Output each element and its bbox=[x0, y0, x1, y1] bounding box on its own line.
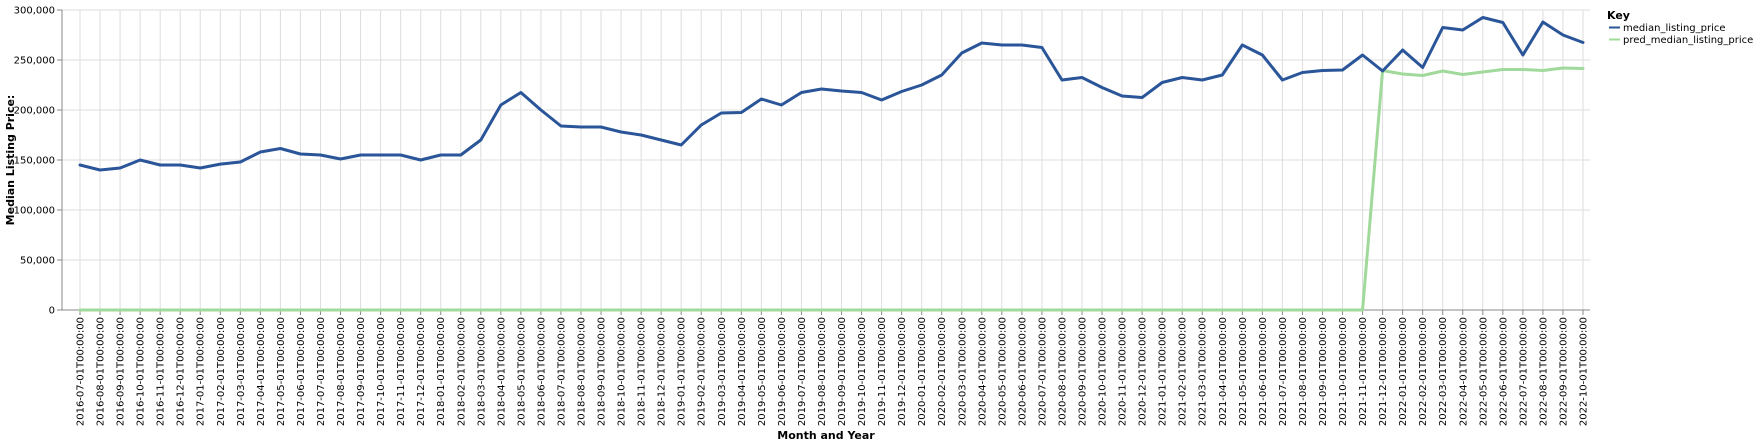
x-tick-label: 2019-02-01T00:00:00 bbox=[697, 317, 708, 426]
x-tick-label: 2016-12-01T00:00:00 bbox=[176, 317, 187, 426]
x-tick-label: 2021-10-01T00:00:00 bbox=[1338, 317, 1349, 426]
x-tick-label: 2021-01-01T00:00:00 bbox=[1158, 317, 1169, 426]
x-tick-label: 2020-09-01T00:00:00 bbox=[1078, 317, 1089, 426]
x-tick-label: 2020-03-01T00:00:00 bbox=[957, 317, 968, 426]
x-tick-label: 2018-04-01T00:00:00 bbox=[496, 317, 507, 426]
x-tick-label: 2016-07-01T00:00:00 bbox=[76, 317, 87, 426]
x-tick-label: 2022-10-01T00:00:00 bbox=[1579, 317, 1590, 426]
x-tick-label: 2022-06-01T00:00:00 bbox=[1498, 317, 1509, 426]
x-tick-label: 2021-03-01T00:00:00 bbox=[1198, 317, 1209, 426]
x-tick-label: 2022-02-01T00:00:00 bbox=[1418, 317, 1429, 426]
x-tick-label: 2017-10-01T00:00:00 bbox=[376, 317, 387, 426]
x-tick-label: 2019-03-01T00:00:00 bbox=[717, 317, 728, 426]
y-tick-label: 100,000 bbox=[14, 206, 55, 217]
x-tick-label: 2021-02-01T00:00:00 bbox=[1178, 317, 1189, 426]
x-tick-label: 2016-10-01T00:00:00 bbox=[136, 317, 147, 426]
legend: Key median_listing_pricepred_median_list… bbox=[1607, 9, 1753, 46]
x-tick-label: 2017-04-01T00:00:00 bbox=[256, 317, 267, 426]
x-tick-label: 2017-06-01T00:00:00 bbox=[296, 317, 307, 426]
x-tick-label: 2020-02-01T00:00:00 bbox=[937, 317, 948, 426]
x-tick-label: 2021-12-01T00:00:00 bbox=[1378, 317, 1389, 426]
x-tick-label: 2018-05-01T00:00:00 bbox=[516, 317, 527, 426]
x-tick-label: 2021-11-01T00:00:00 bbox=[1358, 317, 1369, 426]
x-tick-label: 2018-11-01T00:00:00 bbox=[637, 317, 648, 426]
x-tick-label: 2021-05-01T00:00:00 bbox=[1238, 317, 1249, 426]
x-tick-label: 2019-08-01T00:00:00 bbox=[817, 317, 828, 426]
x-tick-label: 2017-03-01T00:00:00 bbox=[236, 317, 247, 426]
x-tick-label: 2020-07-01T00:00:00 bbox=[1037, 317, 1048, 426]
x-tick-label: 2020-10-01T00:00:00 bbox=[1098, 317, 1109, 426]
x-tick-label: 2017-07-01T00:00:00 bbox=[316, 317, 327, 426]
x-tick-label: 2022-09-01T00:00:00 bbox=[1558, 317, 1569, 426]
x-tick-label: 2020-05-01T00:00:00 bbox=[997, 317, 1008, 426]
series-line-median_listing_price bbox=[78, 16, 1585, 172]
x-tick-label: 2018-12-01T00:00:00 bbox=[657, 317, 668, 426]
x-tick-label: 2019-09-01T00:00:00 bbox=[837, 317, 848, 426]
x-tick-label: 2019-04-01T00:00:00 bbox=[737, 317, 748, 426]
x-tick-label: 2018-10-01T00:00:00 bbox=[617, 317, 628, 426]
x-axis-title: Month and Year bbox=[777, 429, 875, 442]
x-tick-label: 2019-11-01T00:00:00 bbox=[877, 317, 888, 426]
y-axis-title: Median Listing Price: bbox=[4, 95, 17, 226]
y-tick-label: 200,000 bbox=[14, 106, 55, 117]
x-tick-label: 2018-07-01T00:00:00 bbox=[556, 317, 567, 426]
x-tick-label: 2019-05-01T00:00:00 bbox=[757, 317, 768, 426]
x-tick-label: 2016-09-01T00:00:00 bbox=[116, 317, 127, 426]
y-tick-label: 250,000 bbox=[14, 56, 55, 67]
x-tick-label: 2022-07-01T00:00:00 bbox=[1518, 317, 1529, 426]
x-tick-label: 2020-08-01T00:00:00 bbox=[1057, 317, 1068, 426]
x-tick-label: 2021-07-01T00:00:00 bbox=[1278, 317, 1289, 426]
x-tick-label: 2018-09-01T00:00:00 bbox=[597, 317, 608, 426]
x-tick-label: 2020-01-01T00:00:00 bbox=[917, 317, 928, 426]
legend-items: median_listing_pricepred_median_listing_… bbox=[1609, 23, 1753, 46]
series-lines bbox=[78, 16, 1585, 312]
x-tick-label: 2021-08-01T00:00:00 bbox=[1298, 317, 1309, 426]
x-tick-label: 2021-04-01T00:00:00 bbox=[1218, 317, 1229, 426]
y-tick-label: 0 bbox=[49, 306, 55, 317]
legend-label: median_listing_price bbox=[1623, 23, 1726, 34]
legend-title: Key bbox=[1607, 9, 1630, 22]
x-tick-label: 2021-09-01T00:00:00 bbox=[1318, 317, 1329, 426]
x-tick-label: 2021-06-01T00:00:00 bbox=[1258, 317, 1269, 426]
x-tick-label: 2018-03-01T00:00:00 bbox=[476, 317, 487, 426]
x-tick-label: 2019-07-01T00:00:00 bbox=[797, 317, 808, 426]
x-tick-label: 2020-04-01T00:00:00 bbox=[977, 317, 988, 426]
x-tick-label: 2016-11-01T00:00:00 bbox=[156, 317, 167, 426]
gridlines bbox=[62, 9, 1590, 311]
x-tick-label: 2022-08-01T00:00:00 bbox=[1538, 317, 1549, 426]
x-tick-label: 2022-04-01T00:00:00 bbox=[1458, 317, 1469, 426]
x-tick-label: 2020-11-01T00:00:00 bbox=[1118, 317, 1129, 426]
x-tick-label: 2017-08-01T00:00:00 bbox=[336, 317, 347, 426]
axes: 0 50,000 100,000 150,000 200,000 250,000 300,0… bbox=[14, 6, 1590, 426]
x-tick-label: 2017-05-01T00:00:00 bbox=[276, 317, 287, 426]
x-tick-label: 2017-01-01T00:00:00 bbox=[196, 317, 207, 426]
x-tick-label: 2020-12-01T00:00:00 bbox=[1138, 317, 1149, 426]
x-tick-label: 2019-10-01T00:00:00 bbox=[857, 317, 868, 426]
x-tick-label: 2017-12-01T00:00:00 bbox=[416, 317, 427, 426]
x-tick-label: 2020-06-01T00:00:00 bbox=[1017, 317, 1028, 426]
x-tick-label: 2019-06-01T00:00:00 bbox=[777, 317, 788, 426]
y-tick-label: 150,000 bbox=[14, 156, 55, 167]
y-tick-label: 300,000 bbox=[14, 6, 55, 17]
x-tick-label: 2019-12-01T00:00:00 bbox=[897, 317, 908, 426]
x-tick-label: 2019-01-01T00:00:00 bbox=[677, 317, 688, 426]
series-line-pred_median_listing_price bbox=[78, 66, 1585, 312]
legend-label: pred_median_listing_price bbox=[1623, 35, 1753, 46]
x-tick-label: 2018-01-01T00:00:00 bbox=[436, 317, 447, 426]
x-tick-label: 2017-02-01T00:00:00 bbox=[216, 317, 227, 426]
x-tick-label: 2018-06-01T00:00:00 bbox=[536, 317, 547, 426]
x-tick-label: 2016-08-01T00:00:00 bbox=[96, 317, 107, 426]
x-tick-label: 2018-02-01T00:00:00 bbox=[456, 317, 467, 426]
x-tick-label: 2022-03-01T00:00:00 bbox=[1438, 317, 1449, 426]
x-tick-label: 2018-08-01T00:00:00 bbox=[577, 317, 588, 426]
x-tick-label: 2022-01-01T00:00:00 bbox=[1398, 317, 1409, 426]
y-tick-label: 50,000 bbox=[20, 256, 55, 267]
x-tick-label: 2022-05-01T00:00:00 bbox=[1478, 317, 1489, 426]
x-tick-label: 2017-11-01T00:00:00 bbox=[396, 317, 407, 426]
x-tick-label: 2017-09-01T00:00:00 bbox=[356, 317, 367, 426]
